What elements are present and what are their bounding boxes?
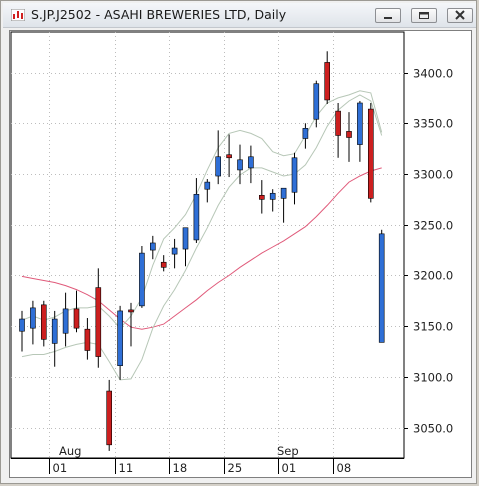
candle-up <box>19 318 25 332</box>
x-tick-label: 01 <box>53 461 68 475</box>
x-tick-label: 11 <box>119 461 134 475</box>
month-label: Aug <box>59 444 81 458</box>
y-tick-label: 3400.0 <box>413 67 453 81</box>
close-button[interactable] <box>447 8 473 23</box>
x-tick-label: 01 <box>282 461 297 475</box>
candle-up <box>51 318 58 344</box>
candlestick-chart[interactable]: 3050.0 3100.0 3150.0 3200.0 3250.0 3300.0 3350… <box>10 31 471 477</box>
candle-down <box>160 261 167 268</box>
candle-up <box>302 128 309 139</box>
candle-down <box>367 108 374 199</box>
candle-up <box>357 102 363 145</box>
y-tick-label: 3050.0 <box>413 422 453 436</box>
candle-down <box>73 308 80 329</box>
maximize-button[interactable] <box>411 8 437 23</box>
ma-short-lower-line <box>21 94 383 381</box>
y-tick-label: 3150.0 <box>413 320 453 334</box>
candle-up <box>139 252 145 307</box>
candle-up <box>150 242 156 251</box>
candle-down <box>128 309 134 313</box>
candle-up <box>204 181 211 190</box>
minimize-button[interactable] <box>375 8 401 23</box>
y-tick-label: 3200.0 <box>413 269 453 283</box>
candle-up <box>269 192 276 200</box>
x-tick-label: 25 <box>228 461 243 475</box>
candle-down <box>95 287 102 357</box>
candle-down <box>226 154 232 159</box>
close-icon <box>455 10 465 20</box>
candle-up <box>313 83 320 120</box>
chart-area[interactable]: 3050.0 3100.0 3150.0 3200.0 3250.0 3300.0 3350… <box>9 30 472 478</box>
candle-down <box>40 304 47 340</box>
candle-up <box>117 310 123 366</box>
title-bar[interactable]: S.JP.J2502 - ASAHI BREWERIES LTD, Daily <box>3 3 476 28</box>
y-tick-label: 3300.0 <box>413 168 453 182</box>
ma-short-upper-line <box>21 90 383 329</box>
y-tick-label: 3350.0 <box>413 117 453 131</box>
candle-up <box>280 187 287 199</box>
y-tick-label: 3100.0 <box>413 371 453 385</box>
candle-up <box>193 193 200 241</box>
candle-down <box>84 328 91 351</box>
chart-app-icon <box>11 9 25 21</box>
candle-down <box>106 390 112 446</box>
candle-up <box>291 157 298 193</box>
candle-up <box>215 156 221 177</box>
candle-down <box>259 195 265 200</box>
candle-down <box>346 131 352 138</box>
candle-up <box>378 233 385 343</box>
window-title: S.JP.J2502 - ASAHI BREWERIES LTD, Daily <box>31 7 287 22</box>
x-tick-label: 18 <box>173 461 188 475</box>
candle-up <box>171 247 178 255</box>
candle-up <box>248 156 254 169</box>
x-tick-label: 08 <box>337 461 352 475</box>
candle-up <box>182 227 189 250</box>
maximize-icon <box>419 12 429 19</box>
y-tick-label: 3250.0 <box>413 219 453 233</box>
ma-long-line <box>21 167 382 330</box>
minimize-icon <box>384 17 392 19</box>
candle-down <box>324 62 331 101</box>
candle-up <box>62 308 69 334</box>
candle-up <box>30 307 36 329</box>
candle-up <box>237 159 243 171</box>
month-label: Sep <box>277 444 299 458</box>
candle-down <box>335 110 341 136</box>
